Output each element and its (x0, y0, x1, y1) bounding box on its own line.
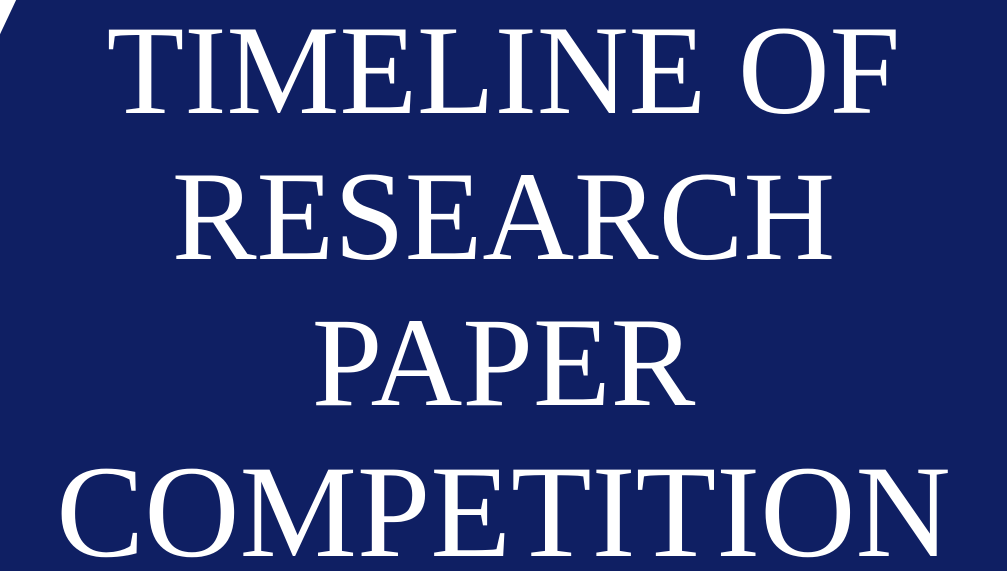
title-line-3: PAPER (311, 293, 696, 433)
title-line-1: TIMELINE OF (106, 1, 901, 141)
title-line-4: COMPETITION (56, 438, 951, 571)
title-line-2: RESEARCH (171, 147, 836, 287)
